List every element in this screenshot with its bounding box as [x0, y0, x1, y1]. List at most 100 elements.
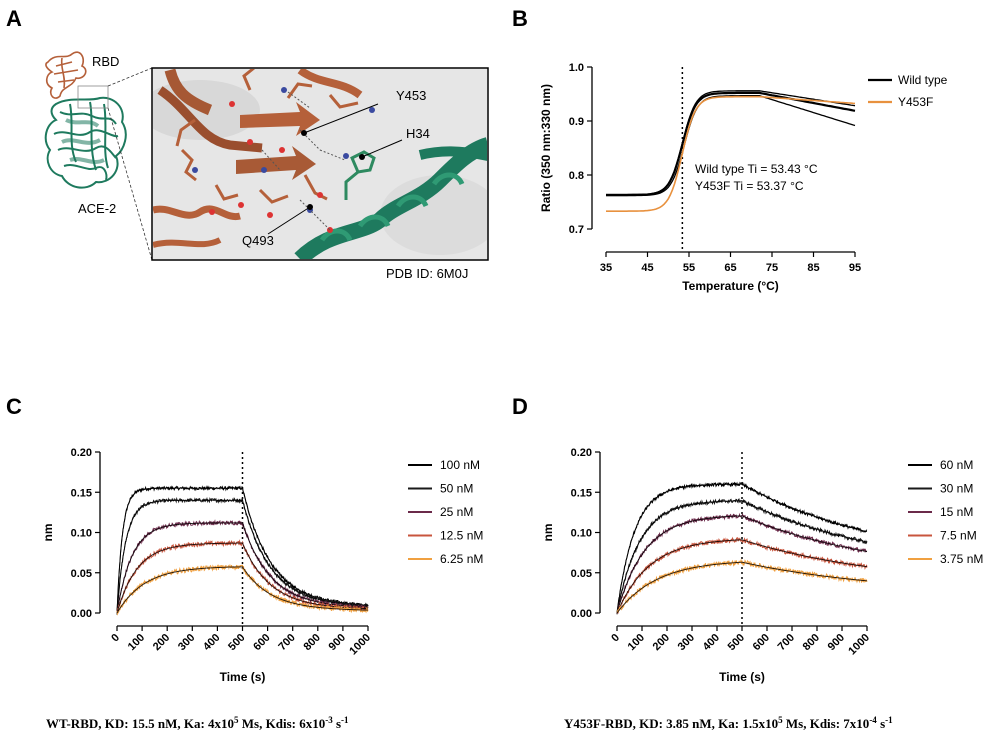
y-tick-label: 0.15: [71, 487, 92, 499]
structure-illustration: RBD ACE-2 Y453 H34 Q493 PDB ID: 6M0J: [44, 51, 489, 281]
x-tick-label: 500: [226, 632, 247, 653]
chart-b-thermal-unfolding: 0.7 0.8 0.9 1.0 35 45 55 65 75 85 95 Temperature (°…: [539, 62, 948, 293]
ace2-label: ACE-2: [78, 201, 116, 216]
y-axis-label: nm: [41, 524, 55, 542]
callout-lines: [267, 103, 403, 235]
q493-label: Q493: [242, 233, 274, 248]
legend-label: 25 nM: [440, 505, 473, 519]
legend-label: 12.5 nM: [440, 529, 483, 543]
x-axis-label: Time (s): [719, 670, 765, 684]
x-tick-label: 400: [701, 632, 722, 653]
series-fit-line: [616, 561, 868, 614]
y-tick-label: 0.00: [571, 608, 592, 620]
x-tick-label: 600: [251, 632, 272, 653]
ace2-overview: [44, 96, 127, 189]
series-line-wild-type-replicate: [606, 90, 856, 196]
x-tick-label: 100: [126, 632, 147, 653]
zoom-box: [77, 85, 109, 109]
y-tick-label: 0.7: [569, 224, 584, 236]
x-tick-label: 800: [301, 632, 322, 653]
x-tick-label: 55: [683, 262, 695, 274]
y-axis-label: nm: [541, 524, 555, 542]
x-tick-label: 35: [600, 262, 612, 274]
pdb-id-label: PDB ID: 6M0J: [386, 266, 468, 281]
x-tick-label: 100: [626, 632, 647, 653]
x-tick-label: 1000: [347, 632, 373, 658]
panel-letter-c: C: [6, 394, 22, 419]
caption-d: Y453F-RBD, KD: 3.85 nM, Ka: 1.5x105 Ms, …: [564, 715, 893, 731]
series-line-wild-type-replicate: [606, 95, 856, 197]
x-tick-label: 600: [751, 632, 772, 653]
y-tick-label: 0.00: [71, 608, 92, 620]
series-fit-line: [116, 566, 368, 614]
caption-c: WT-RBD, KD: 15.5 nM, Ka: 4x105 Ms, Kdis:…: [46, 715, 349, 731]
y453-label: Y453: [396, 88, 426, 103]
x-tick-label: 0: [609, 632, 622, 645]
panel-letter-b: B: [512, 6, 528, 31]
y-tick-label: 0.9: [569, 116, 584, 128]
x-tick-label: 300: [176, 632, 197, 653]
series-fit-line: [616, 539, 868, 614]
legend-label: 100 nM: [440, 458, 480, 472]
rbd-overview: [45, 51, 87, 99]
x-axis-label: Time (s): [220, 670, 266, 684]
series-fit-line: [116, 542, 368, 614]
x-tick-label: 900: [826, 632, 847, 653]
x-tick-label: 85: [807, 262, 819, 274]
y-axis-label: Ratio (350 nm:330 nm): [539, 84, 553, 212]
series-trace: [116, 496, 369, 615]
x-tick-label: 200: [651, 632, 672, 653]
legend-label: 6.25 nM: [440, 552, 483, 566]
x-tick-label: 700: [776, 632, 797, 653]
chart-d-y453f-binding: 0.000.050.100.150.200 100 200 300 400 500 600 7…: [541, 447, 983, 684]
series-fit-line: [116, 522, 369, 614]
x-tick-label: 500: [726, 632, 747, 653]
panel-letter-a: A: [6, 6, 22, 31]
series-line-y453f: [606, 95, 856, 212]
x-tick-label: 300: [676, 632, 697, 653]
y-tick-label: 0.8: [569, 170, 584, 182]
series-trace: [616, 558, 868, 614]
x-tick-label: 75: [766, 262, 778, 274]
y-tick-label: 1.0: [569, 62, 584, 74]
legend-label: 60 nM: [940, 458, 973, 472]
series-fit-line: [116, 487, 368, 614]
x-tick-label: 800: [801, 632, 822, 653]
x-tick-label: 200: [151, 632, 172, 653]
series-fit-line: [616, 500, 868, 614]
x-axis-label: Temperature (°C): [682, 279, 779, 293]
rbd-label: RBD: [92, 54, 119, 69]
legend-label: 50 nM: [440, 482, 473, 496]
chart-c-wt-binding: 0.00 0.05 0.10 0.15 0.20 0 100 200 300 400 500 600 7…: [41, 447, 483, 684]
h34-label: H34: [406, 126, 430, 141]
y-tick-label: 0.20: [71, 447, 92, 459]
series-fit-line: [116, 499, 369, 614]
legend-label: Wild type: [898, 73, 948, 87]
y-tick-label: 0.10: [571, 528, 592, 540]
x-tick-label: 65: [724, 262, 736, 274]
x-tick-label: 45: [641, 262, 653, 274]
y-tick-label: 0.15: [571, 487, 592, 499]
legend-label: Y453F: [898, 95, 933, 109]
x-tick-label: 1000: [846, 632, 872, 658]
y-tick-label: 0.05: [571, 568, 592, 580]
x-tick-label: 700: [276, 632, 297, 653]
y-tick-label: 0.20: [571, 447, 592, 459]
series-fit-line: [616, 515, 867, 614]
series-trace: [116, 563, 369, 616]
series-trace: [616, 498, 868, 613]
x-tick-label: 95: [849, 262, 861, 274]
legend-label: 7.5 nM: [940, 529, 977, 543]
x-tick-label: 900: [327, 632, 348, 653]
series-fit-line: [616, 483, 868, 614]
annotation-wild-type-ti: Wild type Ti = 53.43 °C: [695, 162, 818, 176]
panel-letter-d: D: [512, 394, 528, 419]
series-trace: [616, 536, 868, 614]
legend-label: 30 nM: [940, 482, 973, 496]
y-tick-label: 0.05: [71, 568, 92, 580]
x-tick-label: 400: [201, 632, 222, 653]
legend-label: 3.75 nM: [940, 552, 983, 566]
legend-label: 15 nM: [940, 505, 973, 519]
y-tick-label: 0.10: [71, 528, 92, 540]
